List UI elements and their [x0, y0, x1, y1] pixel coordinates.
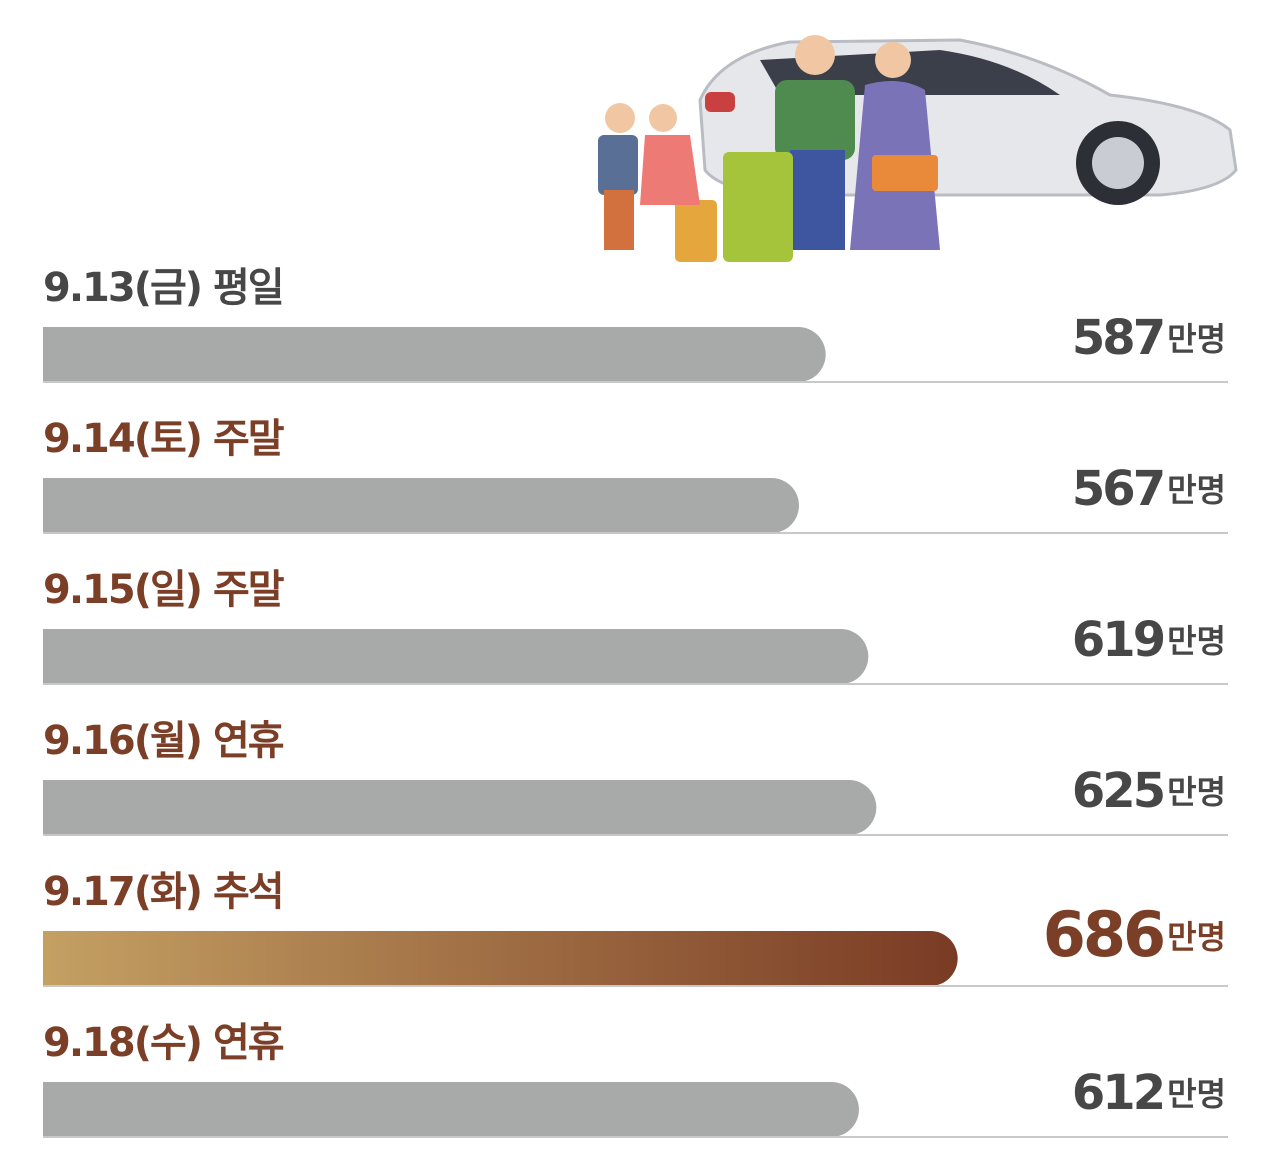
bar	[43, 1082, 859, 1137]
value-number: 686	[1043, 898, 1163, 971]
value-label: 612 만명	[1072, 1065, 1226, 1121]
value-unit: 만명	[1167, 1075, 1226, 1113]
value-unit: 만명	[1167, 622, 1226, 660]
value-number: 619	[1072, 612, 1164, 668]
value-unit: 만명	[1167, 320, 1226, 358]
bar	[43, 478, 799, 533]
value-unit: 만명	[1167, 918, 1226, 956]
value-label: 587 만명	[1072, 310, 1226, 366]
category-label: 9.18(수) 연휴	[43, 1020, 284, 1066]
bar	[43, 327, 826, 382]
category-label: 9.17(화) 추석	[43, 869, 283, 915]
illustration	[598, 35, 1238, 262]
bar	[43, 931, 958, 986]
value-unit: 만명	[1167, 471, 1226, 509]
value-label: 625 만명	[1072, 763, 1226, 819]
value-label: 567 만명	[1072, 461, 1226, 517]
value-number: 567	[1072, 461, 1163, 517]
category-label: 9.13(금) 평일	[43, 265, 283, 311]
value-label: 619 만명	[1072, 612, 1226, 668]
category-label: 9.15(일) 주말	[43, 567, 285, 613]
value-number: 625	[1072, 763, 1164, 819]
value-label: 686 만명	[1043, 898, 1226, 971]
value-number: 587	[1072, 310, 1163, 366]
bar	[43, 629, 869, 684]
category-label: 9.14(토) 주말	[43, 416, 285, 462]
value-number: 612	[1072, 1065, 1163, 1121]
category-label: 9.16(월) 연휴	[43, 718, 284, 764]
bar	[43, 780, 877, 835]
value-unit: 만명	[1167, 773, 1226, 811]
